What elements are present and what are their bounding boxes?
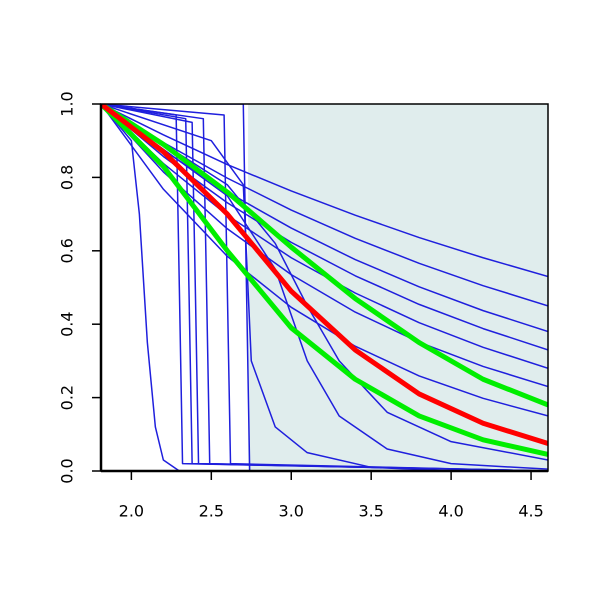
series-line <box>101 104 548 471</box>
y-tick-label: 0.0 <box>58 458 77 483</box>
series-line <box>101 104 548 417</box>
series-line <box>101 104 548 461</box>
series-line <box>101 104 548 470</box>
series-line <box>101 104 548 446</box>
x-tick-label: 4.0 <box>438 502 463 521</box>
x-tick-label: 3.5 <box>358 502 383 521</box>
y-tick-label: 1.0 <box>58 91 77 116</box>
x-tick-label: 2.5 <box>199 502 224 521</box>
series-line <box>101 104 548 307</box>
series-line <box>101 104 548 408</box>
plot-area <box>101 104 548 471</box>
series-line <box>101 104 548 471</box>
y-tick-label: 0.2 <box>58 385 77 410</box>
y-tick-label: 0.8 <box>58 165 77 190</box>
x-tick-label: 4.5 <box>518 502 543 521</box>
series-line <box>101 104 548 457</box>
x-tick-label: 2.0 <box>119 502 144 521</box>
y-tick-label: 0.6 <box>58 238 77 263</box>
shaded-region <box>248 104 548 471</box>
x-tick-label: 3.0 <box>279 502 304 521</box>
series-line <box>101 104 548 278</box>
y-tick-label: 0.4 <box>58 311 77 336</box>
series-line <box>101 104 548 471</box>
